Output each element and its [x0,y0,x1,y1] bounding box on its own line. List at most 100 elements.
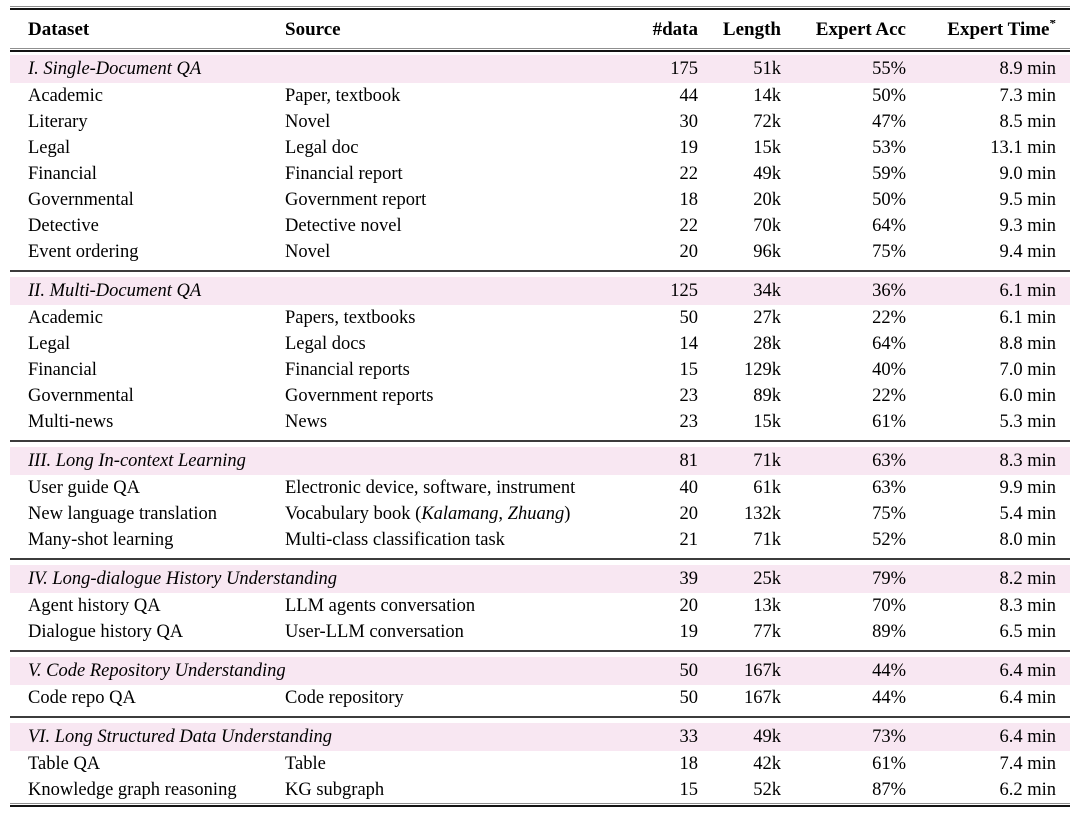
table-row: Legal Legal doc 19 15k 53% 13.1 min [10,135,1070,161]
ndata-cell: 23 [679,412,699,432]
table-row: Knowledge graph reasoning KG subgraph 15 52… [10,777,1070,803]
length-cell: 72k [753,112,781,132]
ndata-cell: 44 [679,86,699,106]
source-cell: KG subgraph [285,780,385,800]
time-cell: 8.8 min [999,334,1056,354]
source-cell: Detective novel [285,216,402,236]
dataset-cell: Agent history QA [28,596,161,616]
acc-cell: 44% [872,688,906,708]
length-cell: 14k [753,86,781,106]
length-cell: 61k [753,478,781,498]
dataset-cell: Legal [28,334,71,354]
source-cell: Government reports [285,386,434,406]
dataset-cell: Table QA [28,754,101,774]
section-time-cell: 8.9 min [999,59,1056,79]
ndata-cell: 22 [679,164,699,184]
length-cell: 49k [753,164,781,184]
source-cell: Code repository [285,688,404,708]
ndata-cell: 19 [679,138,699,158]
source-cell: Vocabulary book (Kalamang, Zhuang) [285,504,571,524]
section-acc-cell: 63% [872,451,906,471]
table-row: Legal Legal docs 14 28k 64% 8.8 min [10,331,1070,357]
acc-cell: 61% [872,412,906,432]
source-cell: News [285,412,328,432]
section-label: IV. Long-dialogue History Understanding [28,569,338,589]
dataset-cell: Many-shot learning [28,530,174,550]
dataset-cell: User guide QA [28,478,141,498]
dataset-cell: Governmental [28,190,134,210]
table-row: Many-shot learning Multi-class classifica… [10,527,1070,553]
ndata-cell: 15 [679,780,699,800]
section-ndata-cell: 39 [679,569,699,589]
ndata-cell: 18 [679,754,699,774]
ndata-cell: 50 [679,688,699,708]
length-cell: 129k [744,360,781,380]
dataset-cell: Academic [28,308,103,328]
section-time-cell: 6.4 min [999,661,1056,681]
section-ndata-cell: 33 [679,727,699,747]
ndata-cell: 21 [679,530,699,550]
column-header-length: Length [722,19,781,39]
top-rule [10,6,1070,10]
ndata-cell: 40 [679,478,699,498]
ndata-cell: 20 [679,242,699,262]
source-cell: Paper, textbook [285,86,401,106]
time-cell: 9.5 min [999,190,1056,210]
section-header-row: II. Multi-Document QA 125 34k 36% 6.1 min [10,277,1070,305]
header-rule [10,48,1070,52]
section-ndata-cell: 50 [679,661,699,681]
dataset-cell: Financial [28,360,97,380]
column-header-expert-time: Expert Time* [906,20,1056,39]
length-cell: 20k [753,190,781,210]
time-cell: 6.2 min [999,780,1056,800]
section-time-cell: 6.4 min [999,727,1056,747]
length-cell: 13k [753,596,781,616]
source-cell: Legal doc [285,138,359,158]
table-row: Agent history QA LLM agents conversation 2… [10,593,1070,619]
time-cell: 7.3 min [999,86,1056,106]
time-cell: 6.1 min [999,308,1056,328]
source-cell: Novel [285,242,331,262]
dataset-cell: Event ordering [28,242,139,262]
time-cell: 9.9 min [999,478,1056,498]
length-cell: 42k [753,754,781,774]
acc-cell: 59% [872,164,906,184]
section-label: VI. Long Structured Data Understanding [28,727,333,747]
ndata-cell: 22 [679,216,699,236]
length-cell: 15k [753,412,781,432]
source-cell: Papers, textbooks [285,308,416,328]
column-header-source: Source [285,19,341,39]
section-header-row: IV. Long-dialogue History Understanding 3… [10,565,1070,593]
footnote-star-marker: * [1049,19,1057,31]
section-separator [10,650,1070,652]
time-cell: 8.3 min [999,596,1056,616]
length-cell: 28k [753,334,781,354]
acc-cell: 40% [872,360,906,380]
acc-cell: 22% [872,308,906,328]
table-row: Literary Novel 30 72k 47% 8.5 min [10,109,1070,135]
time-cell: 13.1 min [990,138,1056,158]
table-row: Financial Financial reports 15 129k 40% 7.0 m… [10,357,1070,383]
section-separator [10,440,1070,442]
section-label: III. Long In-context Learning [28,451,246,471]
section-header-row: I. Single-Document QA 175 51k 55% 8.9 min [10,55,1070,83]
dataset-cell: Knowledge graph reasoning [28,780,237,800]
time-cell: 5.3 min [999,412,1056,432]
section-length-cell: 34k [753,281,781,301]
acc-cell: 50% [872,190,906,210]
length-cell: 77k [753,622,781,642]
section-label: V. Code Repository Understanding [28,661,286,681]
ndata-cell: 14 [679,334,699,354]
table-row: Dialogue history QA User-LLM conversation… [10,619,1070,645]
acc-cell: 47% [872,112,906,132]
table-header-row: Dataset Source #data Length Expert Acc E… [10,10,1070,48]
section-length-cell: 71k [753,451,781,471]
section-separator [10,716,1070,718]
time-cell: 5.4 min [999,504,1056,524]
time-cell: 6.4 min [999,688,1056,708]
section-label: II. Multi-Document QA [28,281,202,301]
source-cell: LLM agents conversation [285,596,476,616]
table-row: Detective Detective novel 22 70k 64% 9.3 min [10,213,1070,239]
ndata-cell: 20 [679,504,699,524]
acc-cell: 53% [872,138,906,158]
